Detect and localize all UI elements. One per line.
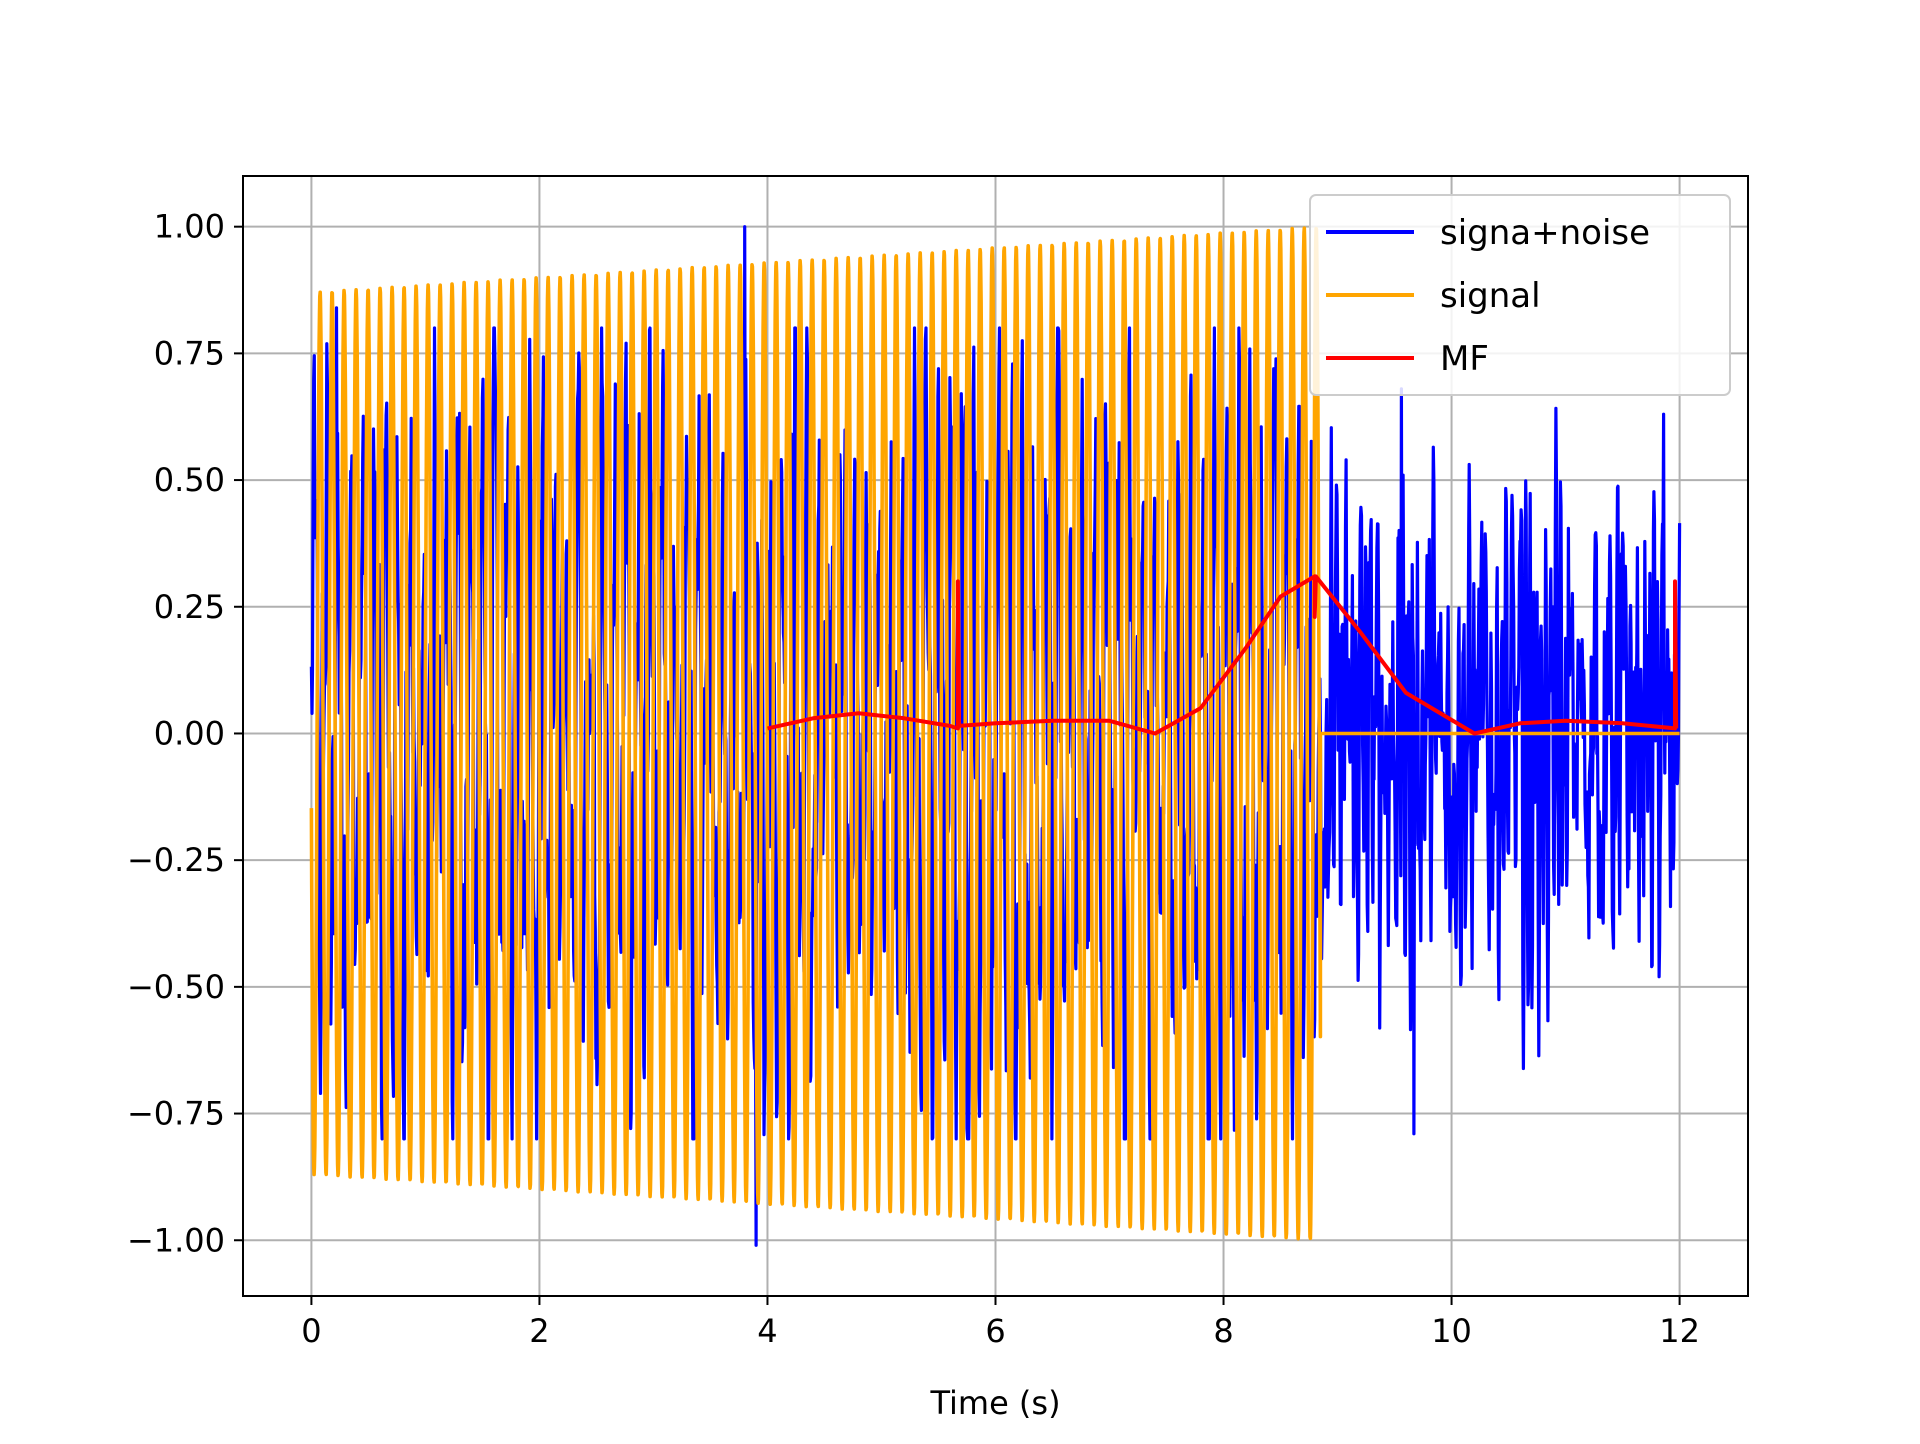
x-tick-label: 6 bbox=[985, 1312, 1005, 1350]
y-tick-label: 0.75 bbox=[154, 334, 225, 372]
x-tick-label: 10 bbox=[1431, 1312, 1472, 1350]
legend: signa+noise signal MF bbox=[1309, 194, 1731, 396]
ticks: 0 2 4 6 8 10 12 1.00 0.75 0.50 0.25 0.00 −0.25 −0.50 −… bbox=[127, 208, 1700, 1350]
plot-area bbox=[309, 225, 1682, 1247]
y-tick-label: 0.00 bbox=[154, 714, 225, 752]
y-tick-label: 0.25 bbox=[154, 588, 225, 626]
x-tick-label: 4 bbox=[757, 1312, 777, 1350]
series-line-signal bbox=[309, 226, 1680, 1241]
y-tick-label: −0.75 bbox=[127, 1095, 225, 1133]
x-tick-label: 0 bbox=[301, 1312, 321, 1350]
x-tick-label: 8 bbox=[1213, 1312, 1233, 1350]
y-tick-label: 1.00 bbox=[154, 208, 225, 246]
x-axis-label: Time (s) bbox=[929, 1384, 1060, 1422]
legend-label: signa+noise bbox=[1440, 213, 1650, 253]
y-tick-label: 0.50 bbox=[154, 461, 225, 499]
y-tick-label: −0.50 bbox=[127, 968, 225, 1006]
x-tick-label: 12 bbox=[1659, 1312, 1700, 1350]
legend-label: MF bbox=[1440, 339, 1489, 379]
x-tick-label: 2 bbox=[529, 1312, 549, 1350]
y-tick-label: −0.25 bbox=[127, 841, 225, 879]
legend-box bbox=[1309, 194, 1731, 396]
y-tick-label: −1.00 bbox=[127, 1221, 225, 1259]
legend-label: signal bbox=[1440, 276, 1541, 316]
series-line-mf bbox=[767, 574, 1679, 736]
